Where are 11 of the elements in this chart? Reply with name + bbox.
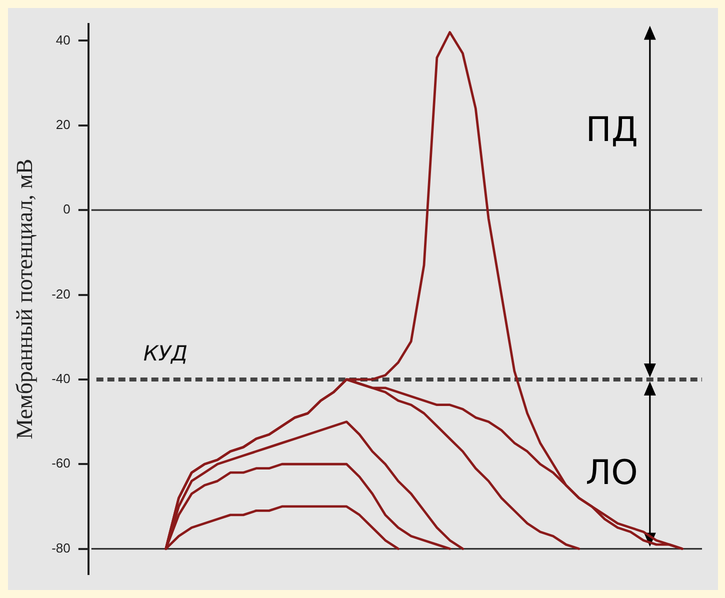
y-tick-label: 40	[56, 32, 70, 48]
y-tick-label: -40	[52, 371, 70, 386]
y-tick-label: -80	[52, 540, 70, 556]
y-tick-label: 20	[56, 116, 70, 132]
ref-line-label: КУД	[143, 341, 188, 366]
annotation: ЛО	[586, 452, 638, 493]
y-axis-title: Мембранный потенциал, мВ	[12, 158, 37, 440]
y-tick-label: -20	[52, 286, 70, 302]
y-tick-label: 0	[63, 202, 70, 217]
y-tick-label: -60	[52, 456, 70, 471]
annotation: ПД	[586, 110, 638, 150]
